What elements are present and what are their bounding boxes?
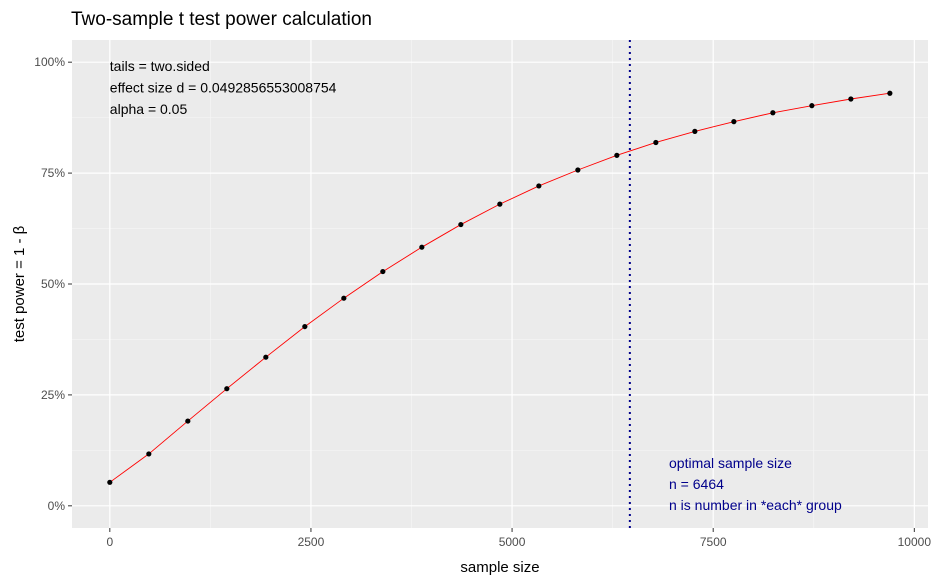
data-point [341, 295, 347, 301]
annotation-line: optimal sample size [669, 455, 792, 471]
data-point [419, 244, 425, 250]
data-point [146, 451, 152, 457]
data-point [575, 167, 581, 173]
data-point [224, 386, 230, 392]
chart-title: Two-sample t test power calculation [71, 9, 372, 30]
optimal-annotation: optimal sample size n = 6464 n is number i… [669, 455, 842, 513]
y-tick-label: 75% [41, 166, 65, 180]
x-axis-label: sample size [460, 559, 539, 576]
y-tick-label: 50% [41, 277, 65, 291]
parameters-annotation: tails = two.sided effect size d = 0.04928… [110, 58, 337, 117]
data-point [614, 152, 620, 158]
data-point [848, 96, 854, 102]
x-tick-label: 10000 [898, 535, 932, 549]
data-point [380, 268, 386, 275]
x-tick-label: 5000 [499, 535, 526, 549]
data-point [770, 110, 776, 116]
y-tick-label: 100% [34, 55, 65, 69]
y-axis-label: test power = 1 - β [11, 225, 28, 342]
data-point [185, 418, 191, 424]
data-point [887, 90, 893, 96]
annotation-line: effect size d = 0.0492856553008754 [110, 80, 337, 96]
y-tick-label: 0% [48, 499, 66, 513]
annotation-line: n = 6464 [669, 476, 724, 492]
annotation-line: n is number in *each* group [669, 497, 842, 513]
data-point [497, 201, 503, 207]
x-tick-label: 2500 [298, 535, 325, 549]
data-point [692, 128, 698, 134]
data-point [809, 103, 815, 109]
data-point [731, 119, 737, 125]
data-point [653, 139, 659, 146]
grid [72, 40, 928, 528]
y-axis: 0% 25% 50% 75% 100% [34, 55, 72, 513]
x-tick-label: 0 [106, 535, 113, 549]
data-point [458, 221, 464, 228]
y-tick-label: 25% [41, 388, 65, 402]
x-tick-label: 7500 [700, 535, 727, 549]
data-point [263, 354, 269, 360]
annotation-line: alpha = 0.05 [110, 101, 188, 117]
x-axis: 0 2500 5000 7500 10000 [106, 528, 931, 549]
data-point [536, 183, 542, 189]
data-point [302, 323, 308, 330]
series [107, 90, 893, 485]
annotation-line: tails = two.sided [110, 58, 210, 74]
data-point [107, 479, 113, 485]
